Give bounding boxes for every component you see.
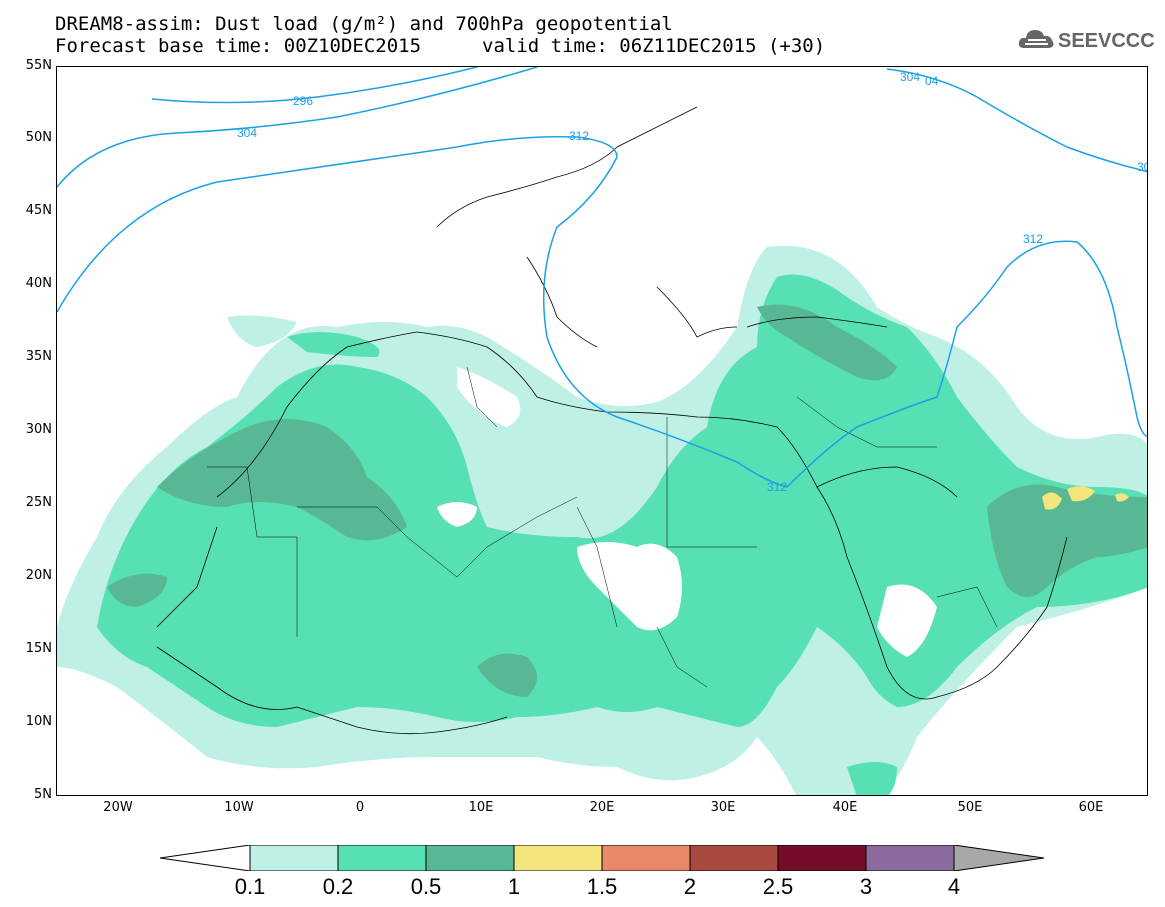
contour-label: 312 <box>767 480 787 494</box>
lon-label: 60E <box>1078 800 1104 815</box>
lat-label: 15N <box>25 641 52 656</box>
contour-label: 04 <box>925 74 939 88</box>
chart-title-valid-time: valid time: 06Z11DEC2015 (+30) <box>482 35 826 57</box>
lat-label: 50N <box>25 130 52 145</box>
contour-label: 304 <box>900 70 920 84</box>
cloud-logo-icon <box>1018 30 1054 48</box>
lon-label: 10E <box>468 800 494 815</box>
country-borders <box>207 366 998 688</box>
colorbar-label: 0.5 <box>410 874 442 899</box>
lat-label: 25N <box>25 495 52 510</box>
colorbar-segment <box>601 845 691 871</box>
lat-label: 5N <box>34 787 52 802</box>
lat-label: 20N <box>25 568 52 583</box>
colorbar-segment <box>777 845 867 871</box>
dust-map: 296 304 312 312 312 304 04 30 <box>57 67 1148 795</box>
lon-label: 20W <box>103 800 133 815</box>
contour-labels: 296 304 312 312 312 304 04 30 <box>237 70 1148 494</box>
lat-label: 45N <box>25 203 52 218</box>
colorbar-label: 1.5 <box>586 874 618 899</box>
colorbar-label: 2.5 <box>762 874 794 899</box>
colorbar-high-arrow <box>953 845 1044 871</box>
logo-text: SEEVCCC <box>1058 30 1155 52</box>
colorbar-segment <box>249 845 339 871</box>
lat-label: 40N <box>25 276 52 291</box>
colorbar-label: 1 <box>507 874 521 899</box>
lon-label: 0 <box>355 800 365 815</box>
colorbar <box>160 845 1044 871</box>
colorbar-segment <box>337 845 427 871</box>
colorbar-segment <box>689 845 779 871</box>
colorbar-low-arrow <box>160 845 251 871</box>
lon-label: 20E <box>589 800 615 815</box>
colorbar-label: 2 <box>683 874 697 899</box>
dust-layer-0.5 <box>107 304 1147 697</box>
map-panel: 296 304 312 312 312 304 04 30 <box>56 66 1148 796</box>
colorbar-label: 0.1 <box>234 874 266 899</box>
lat-label: 55N <box>25 58 52 73</box>
dust-clear-areas <box>437 367 937 657</box>
contour-label: 304 <box>237 126 257 140</box>
lon-label: 30E <box>710 800 736 815</box>
lon-label: 50E <box>957 800 983 815</box>
lon-label: 10W <box>224 800 254 815</box>
lon-label: 40E <box>832 800 858 815</box>
lat-label: 35N <box>25 349 52 364</box>
colorbar-label: 0.2 <box>322 874 354 899</box>
contour-label: 312 <box>569 129 589 143</box>
lat-label: 10N <box>25 714 52 729</box>
contour-label: 30 <box>1137 160 1148 174</box>
colorbar-label: 4 <box>947 874 961 899</box>
chart-title-line1: DREAM8-assim: Dust load (g/m²) and 700hP… <box>55 13 673 35</box>
chart-title-base-time: Forecast base time: 00Z10DEC2015 <box>55 35 422 57</box>
colorbar-segment <box>513 845 603 871</box>
contour-label: 312 <box>1023 232 1043 246</box>
coastlines <box>156 106 1068 735</box>
geopotential-contours <box>57 67 1147 488</box>
dust-layer-1 <box>1042 486 1129 510</box>
colorbar-segment <box>425 845 515 871</box>
lat-label: 30N <box>25 422 52 437</box>
colorbar-label: 3 <box>859 874 873 899</box>
contour-label: 296 <box>293 94 313 108</box>
colorbar-segment <box>865 845 955 871</box>
